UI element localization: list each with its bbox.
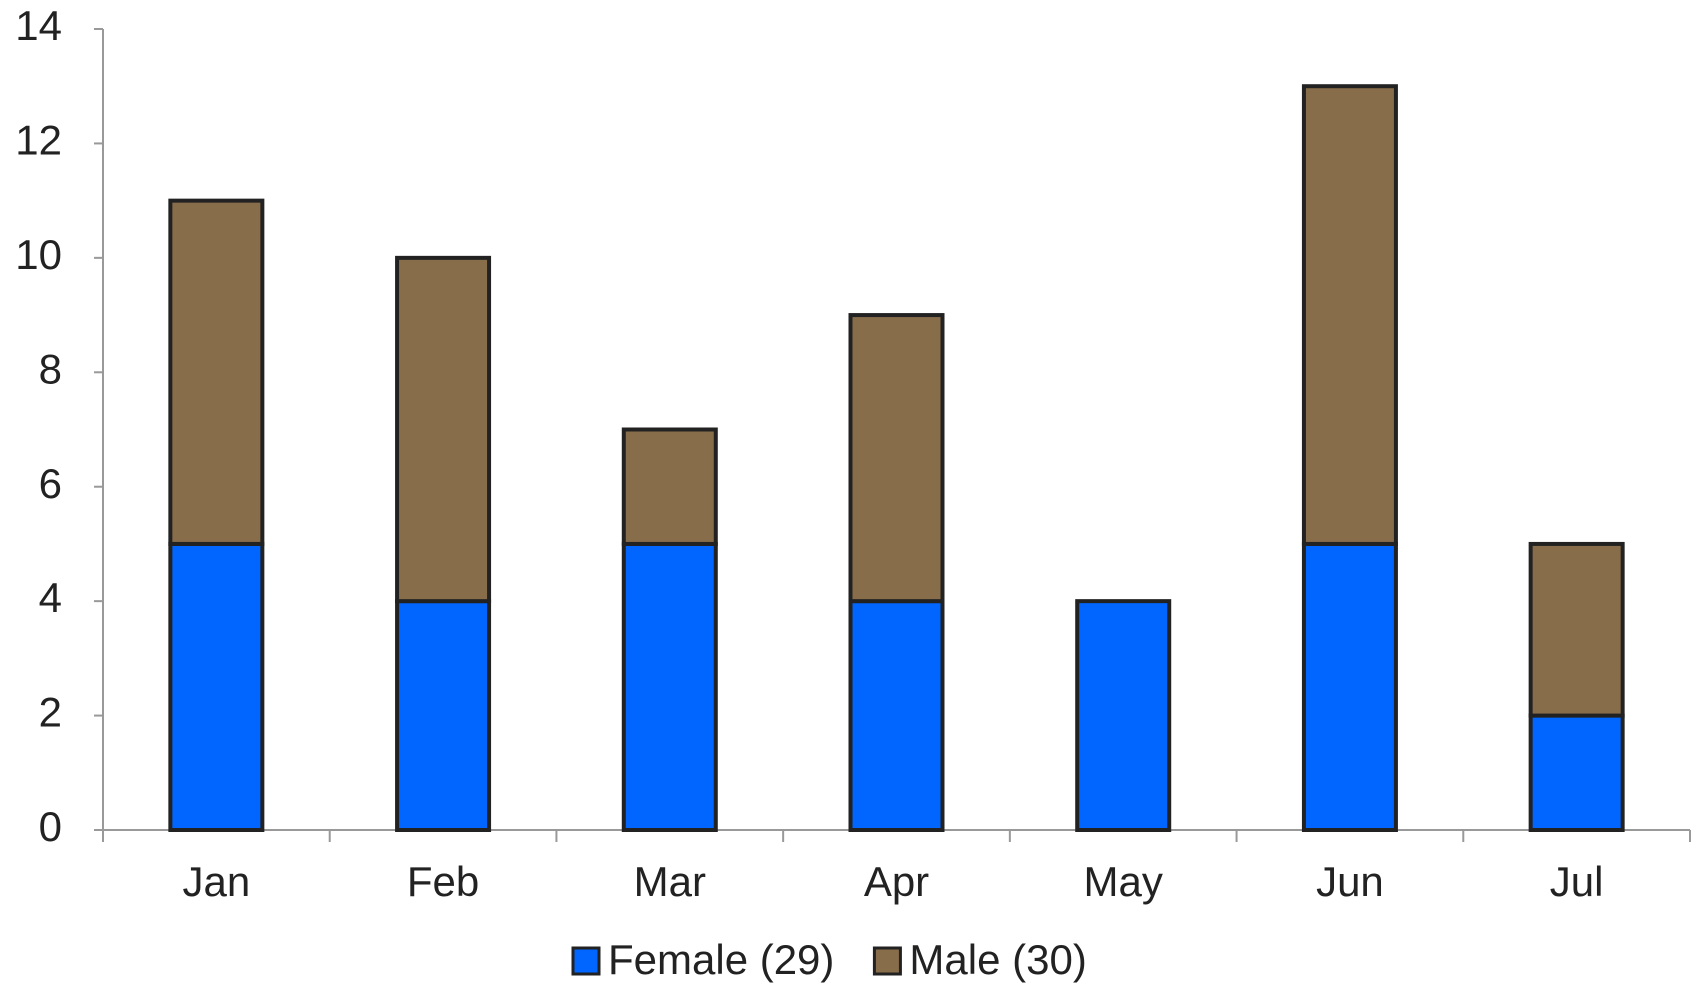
x-tick-label: Apr bbox=[864, 858, 929, 905]
bar-segment bbox=[621, 541, 718, 833]
legend-label: Female (29) bbox=[608, 936, 834, 983]
legend-label: Male (30) bbox=[909, 936, 1086, 983]
bar-segment bbox=[1528, 713, 1625, 832]
legend-swatch bbox=[872, 946, 902, 976]
bar-segment bbox=[1301, 84, 1398, 546]
bar-segment bbox=[168, 198, 265, 546]
bar-segment bbox=[1075, 599, 1172, 833]
bar-segment bbox=[1528, 541, 1625, 718]
bar-segment bbox=[848, 599, 945, 833]
bar-segment bbox=[395, 255, 492, 604]
y-tick-label: 0 bbox=[39, 803, 62, 850]
x-tick-label: Feb bbox=[407, 858, 479, 905]
bar-segment bbox=[168, 541, 265, 833]
x-tick-label: Jan bbox=[182, 858, 250, 905]
bar-segment bbox=[1301, 541, 1398, 833]
y-tick-label: 12 bbox=[15, 117, 62, 164]
legend-swatch bbox=[571, 946, 601, 976]
bar-segment bbox=[848, 313, 945, 604]
x-tick-label: Mar bbox=[634, 858, 706, 905]
y-tick-label: 10 bbox=[15, 231, 62, 278]
bar-segment bbox=[621, 427, 718, 546]
y-tick-label: 4 bbox=[39, 574, 62, 621]
x-tick-label: Jun bbox=[1316, 858, 1384, 905]
bar-segment bbox=[395, 599, 492, 833]
x-tick-label: May bbox=[1084, 858, 1163, 905]
y-tick-label: 8 bbox=[39, 345, 62, 392]
y-tick-label: 6 bbox=[39, 460, 62, 507]
y-tick-label: 2 bbox=[39, 689, 62, 736]
y-tick-label: 14 bbox=[15, 2, 62, 49]
x-tick-label: Jul bbox=[1550, 858, 1604, 905]
